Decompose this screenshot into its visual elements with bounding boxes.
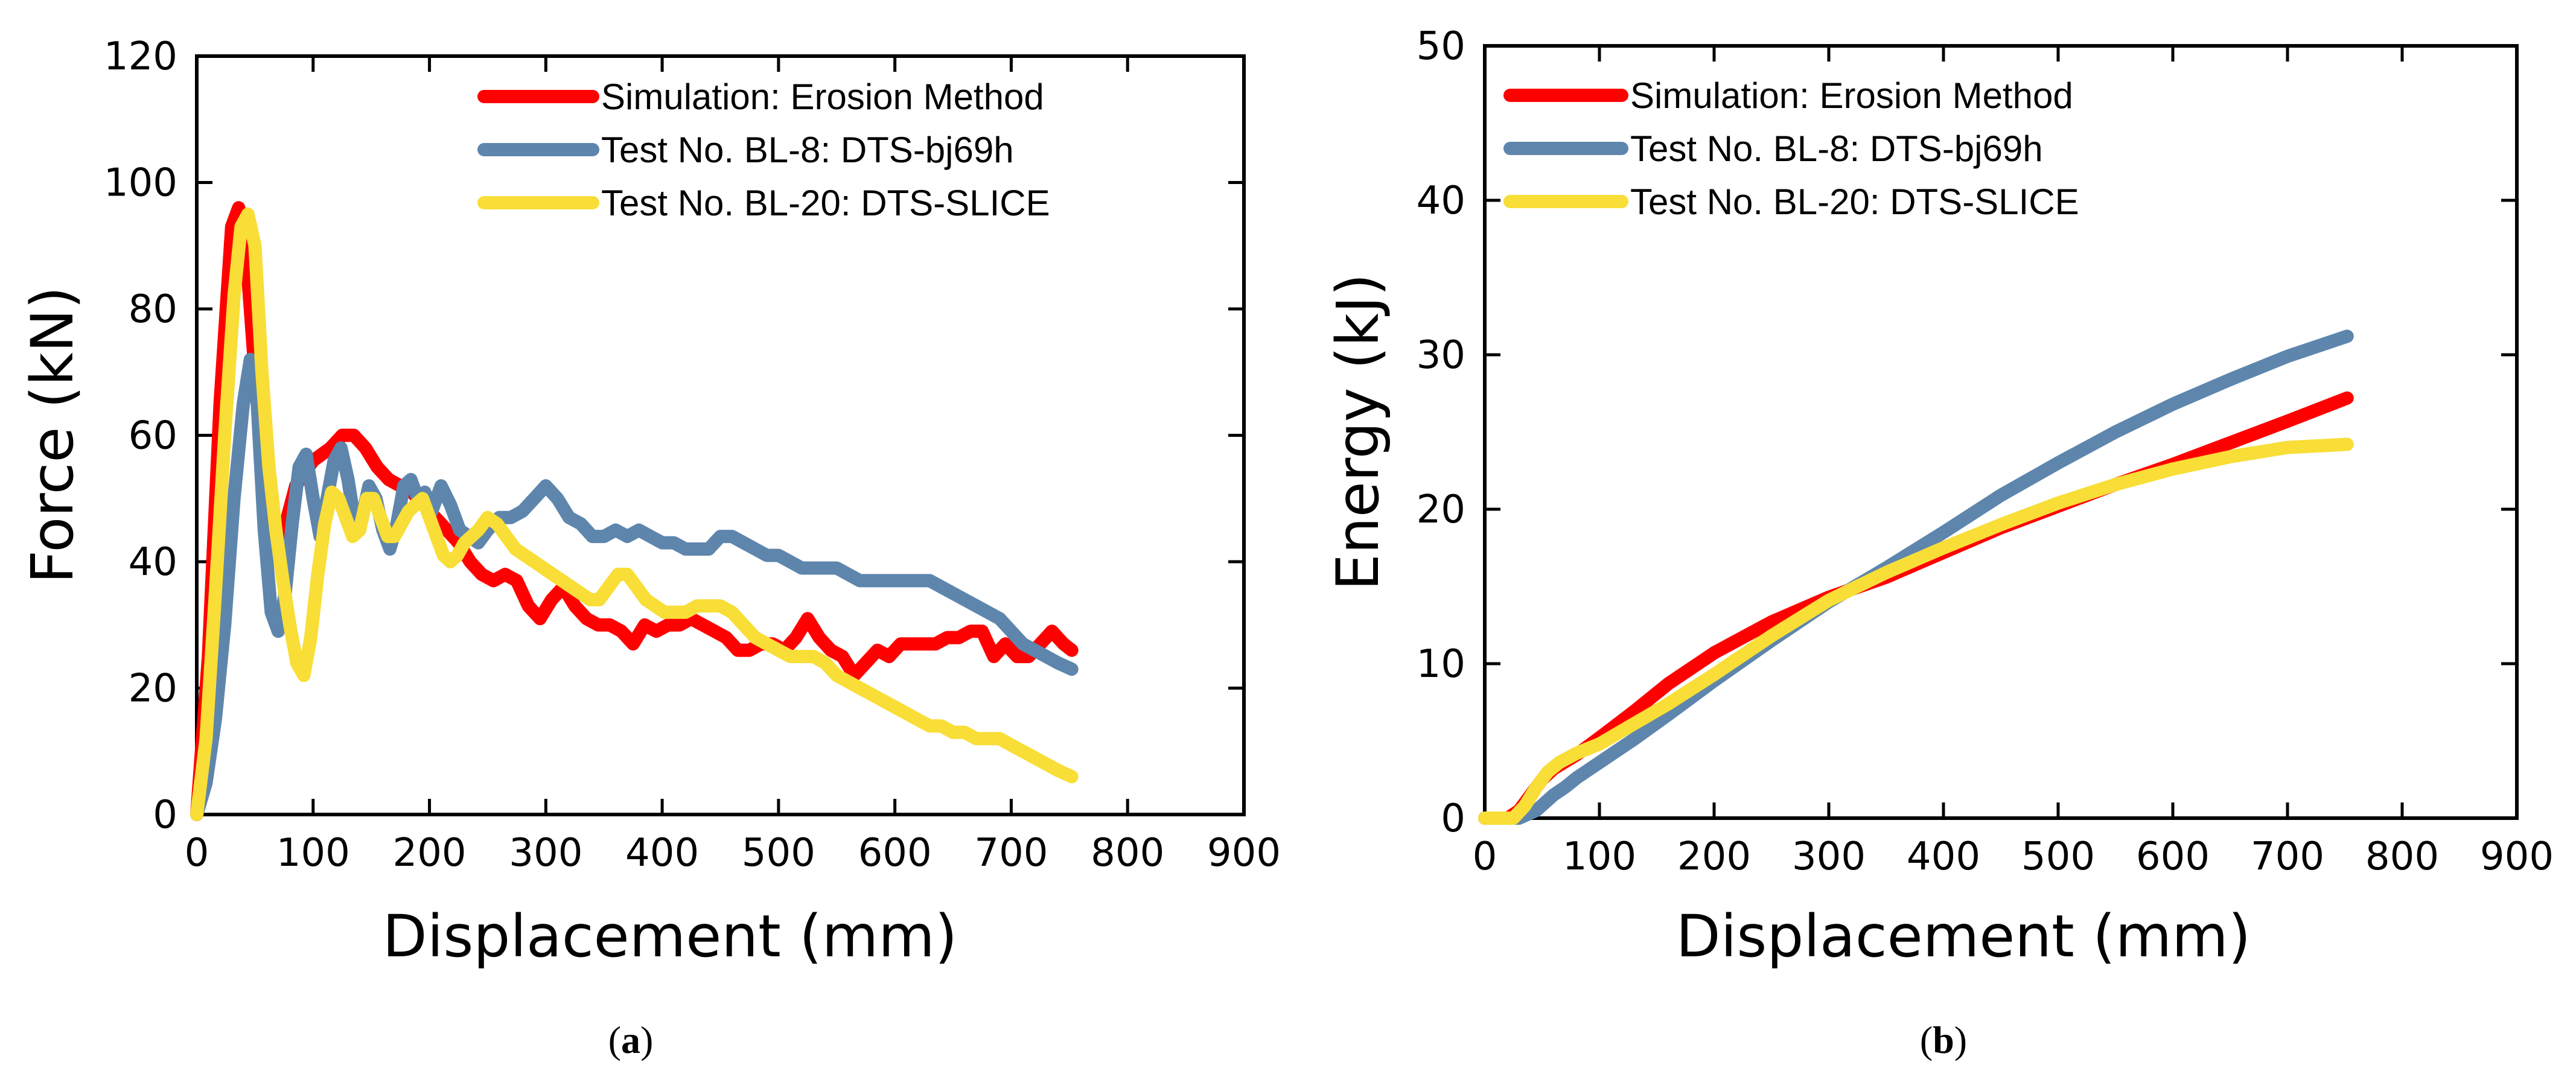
y-tick-label: 20: [1417, 488, 1465, 532]
series-group-a: [190, 201, 1079, 821]
y-tick-label: 30: [1417, 333, 1465, 378]
caption-a-open: (: [608, 1018, 621, 1061]
panel-caption-b: (b): [1920, 1018, 1967, 1061]
series-line-b-2: [1478, 329, 2354, 825]
x-tick-label: 800: [2365, 834, 2439, 879]
series-line-a-3: [190, 207, 1079, 821]
x-tick-label: 0: [185, 831, 209, 875]
legend-label: Test No. BL-20: DTS-SLICE: [601, 183, 1050, 223]
x-tick-label: 100: [1563, 834, 1636, 879]
caption-a-close: ): [640, 1018, 653, 1061]
series-line-a-2: [190, 352, 1079, 821]
y-tick-label: 50: [1417, 24, 1465, 69]
legend-label: Simulation: Erosion Method: [601, 77, 1044, 117]
caption-b-open: (: [1920, 1018, 1933, 1061]
x-tick-label: 900: [2480, 834, 2554, 879]
x-tick-label: 600: [2136, 834, 2210, 879]
x-axis-title-b: Displacement (mm): [1676, 903, 2251, 970]
x-tick-label: 500: [742, 831, 815, 875]
y-tick-label: 10: [1417, 642, 1465, 687]
y-tick-label: 0: [153, 793, 177, 837]
legend-label: Test No. BL-8: DTS-bj69h: [1630, 129, 2043, 169]
y-tick-label: 120: [104, 34, 177, 79]
axis-ticks-b: 0 100 200 300 400 500 600 700 800 900 0 10 20 30 40 50: [1417, 24, 2554, 879]
x-tick-label: 300: [1792, 834, 1866, 879]
x-axis-title-a: Displacement (mm): [383, 903, 957, 970]
x-tick-label: 600: [858, 831, 932, 875]
series-group-b: [1478, 329, 2354, 825]
x-tick-label: 0: [1473, 834, 1497, 879]
x-tick-label: 400: [1907, 834, 1980, 879]
y-tick-label: 80: [129, 287, 177, 332]
x-tick-label: 900: [1207, 831, 1281, 875]
caption-b-close: ): [1954, 1018, 1967, 1061]
legend-label: Test No. BL-20: DTS-SLICE: [1630, 182, 2079, 222]
x-tick-label: 200: [1677, 834, 1751, 879]
y-tick-label: 40: [129, 540, 177, 585]
series-line-a-1: [190, 201, 1079, 821]
series-line-b-3: [1478, 437, 2354, 825]
x-tick-label: 800: [1091, 831, 1164, 875]
caption-a-label: a: [621, 1018, 640, 1061]
y-tick-label: 0: [1441, 796, 1465, 841]
x-tick-label: 400: [625, 831, 699, 875]
x-tick-label: 500: [2021, 834, 2095, 879]
y-tick-label: 20: [129, 667, 177, 711]
y-axis-title-a: Force (kN): [19, 287, 86, 584]
legend-a: Simulation: Erosion Method Test No. BL-8:…: [477, 77, 1050, 223]
y-tick-label: 40: [1417, 179, 1465, 223]
chart-panel-b: 0 100 200 300 400 500 600 700 800 90001020304050 …: [1324, 24, 2554, 1061]
y-tick-label: 100: [104, 161, 177, 206]
caption-b-label: b: [1933, 1018, 1954, 1061]
legend-label: Test No. BL-8: DTS-bj69h: [601, 130, 1014, 170]
x-tick-label: 200: [392, 831, 466, 875]
axis-ticks-a: 0 100 200 300 400 500 600 700 800 900 0 20 40 60 80 100…: [104, 34, 1281, 875]
x-tick-label: 100: [276, 831, 350, 875]
legend-b: Simulation: Erosion Method Test No. BL-8:…: [1503, 75, 2079, 222]
chart-panel-a: 0 100 200 300 400 500 600 700 800 900 0 20 40 60 80 100…: [19, 34, 1281, 1061]
y-tick-label: 60: [129, 414, 177, 459]
legend-label: Simulation: Erosion Method: [1630, 75, 2073, 116]
x-tick-label: 700: [974, 831, 1048, 875]
x-tick-label: 700: [2251, 834, 2324, 879]
plot-frame-b: [1483, 44, 2519, 820]
y-axis-title-b: Energy (kJ): [1324, 273, 1392, 590]
x-tick-label: 300: [509, 831, 582, 875]
panel-caption-a: (a): [608, 1018, 654, 1061]
